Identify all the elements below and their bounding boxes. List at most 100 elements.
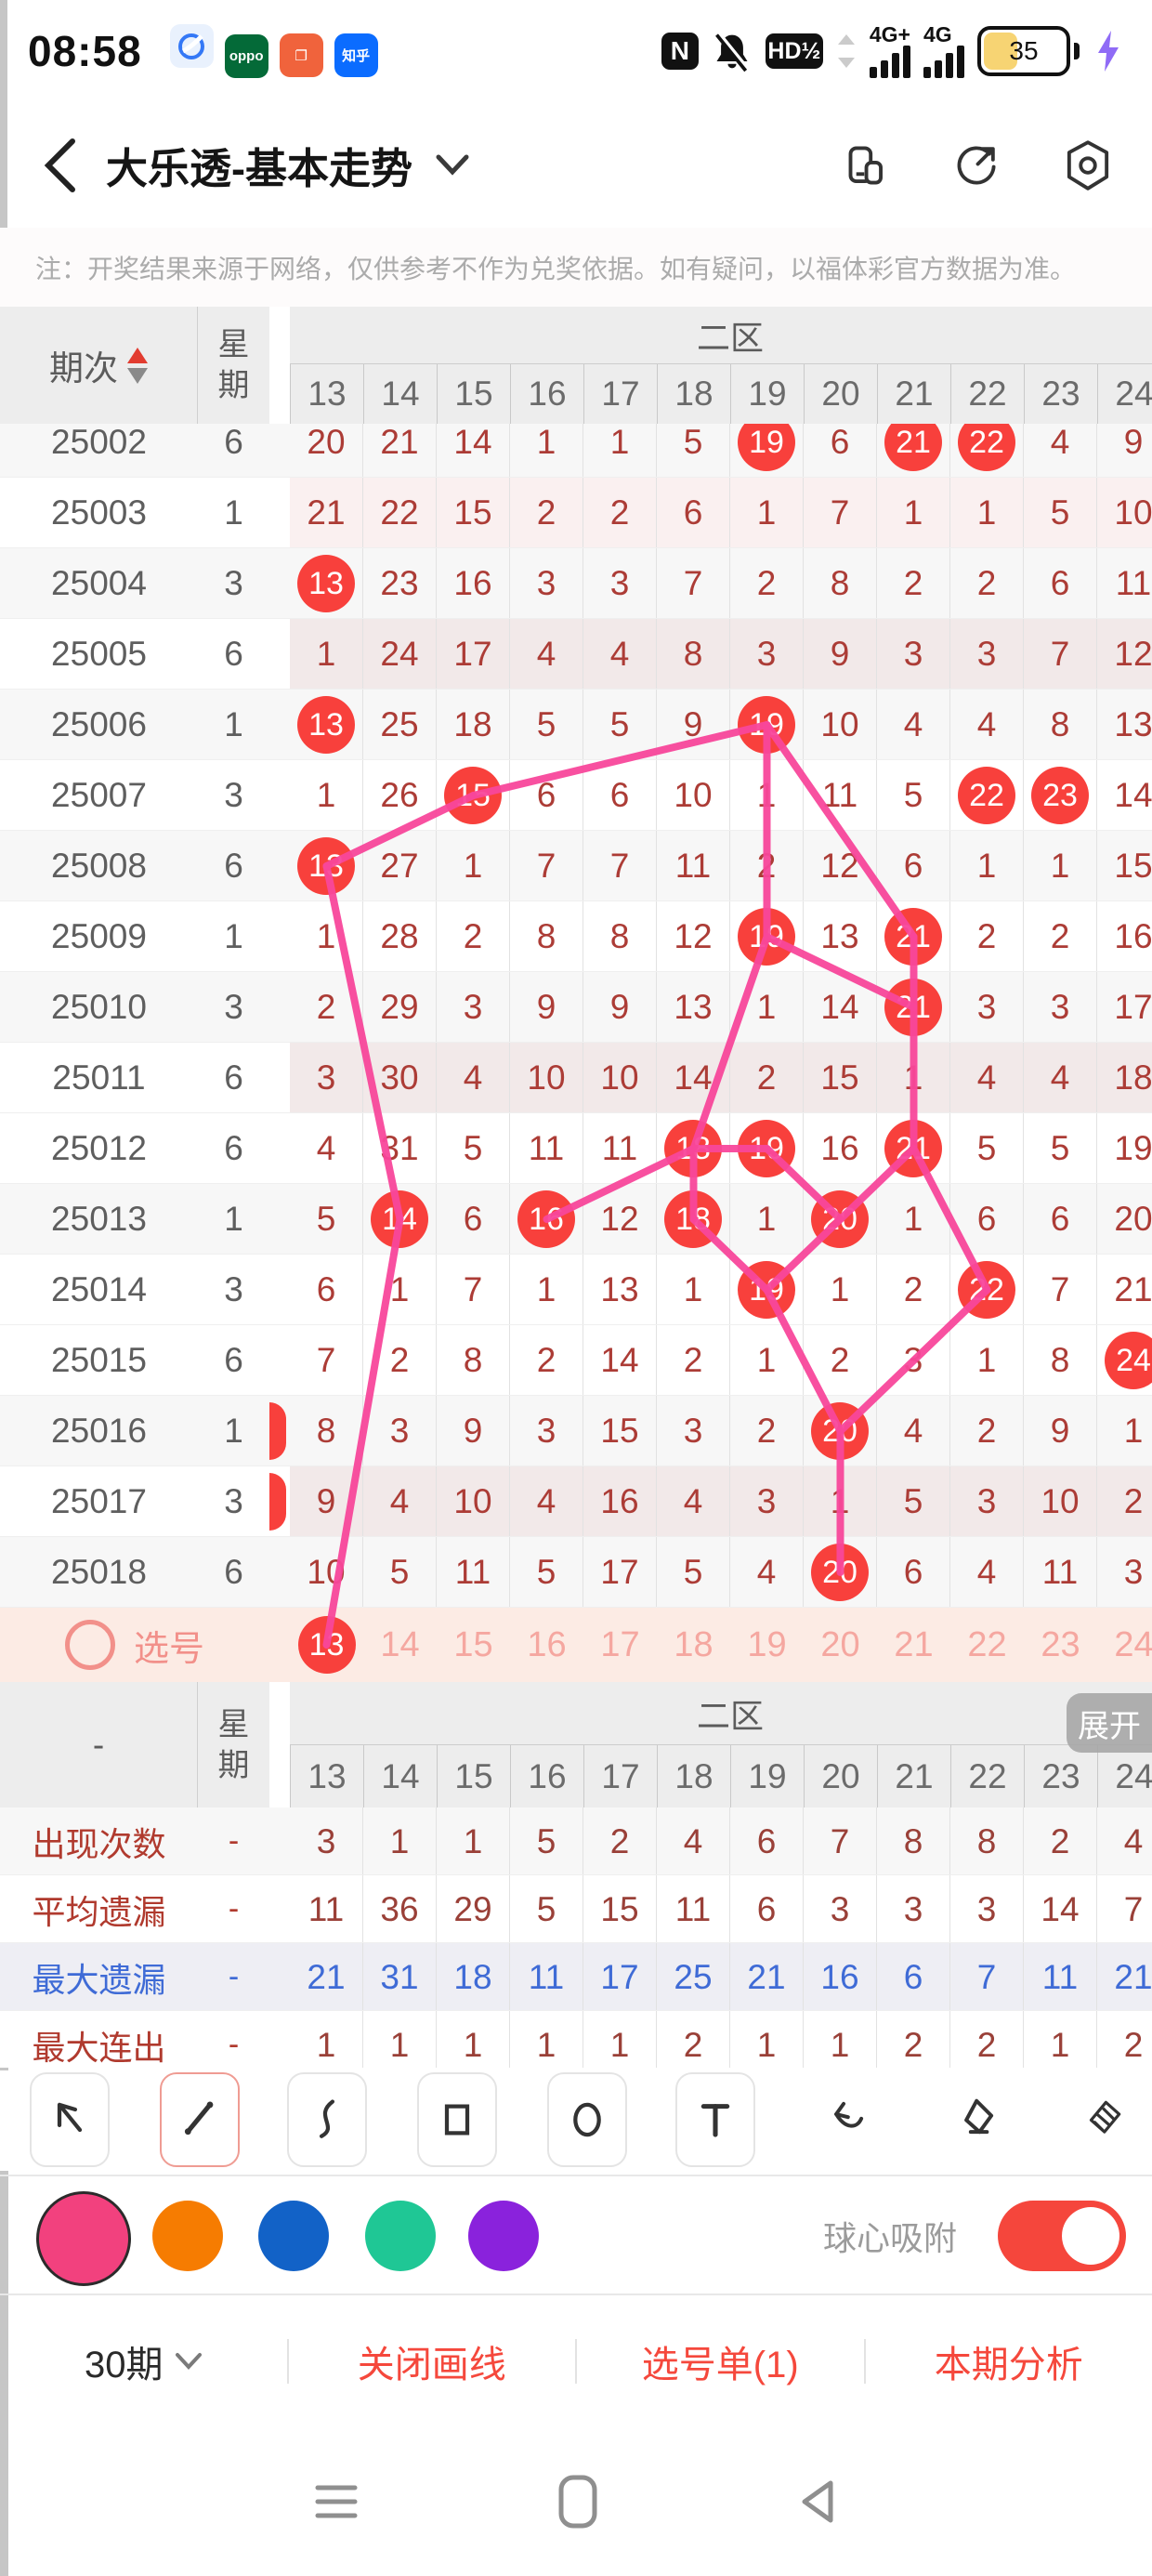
number-cell[interactable]: 22 xyxy=(950,760,1024,830)
number-cell[interactable]: 16 xyxy=(510,1184,583,1254)
number-cell[interactable]: 1 xyxy=(657,1255,730,1324)
number-cell[interactable]: 13 xyxy=(290,548,363,618)
number-cell[interactable]: 1 xyxy=(950,1325,1024,1395)
drawn-ball[interactable]: 21 xyxy=(884,1120,942,1177)
number-cell[interactable]: 24 xyxy=(363,619,437,689)
number-cell[interactable]: 13 xyxy=(657,972,730,1042)
number-cell[interactable]: 19 xyxy=(730,901,804,971)
number-cell[interactable]: 21 xyxy=(363,424,437,477)
number-cell[interactable]: 21 xyxy=(1097,1255,1152,1324)
number-cell[interactable]: 1 xyxy=(950,478,1024,547)
number-cell[interactable]: 19 xyxy=(730,1113,804,1183)
drawn-ball[interactable]: 22 xyxy=(958,424,1015,471)
number-cell[interactable]: 25 xyxy=(363,690,437,759)
number-cell[interactable]: 8 xyxy=(657,619,730,689)
number-cell[interactable]: 4 xyxy=(877,1396,950,1465)
number-cell[interactable]: 5 xyxy=(290,1184,363,1254)
number-cell[interactable]: 7 xyxy=(510,831,583,900)
number-cell[interactable]: 5 xyxy=(877,1466,950,1536)
number-cell[interactable]: 8 xyxy=(510,901,583,971)
periods-selector[interactable]: 30期 xyxy=(0,2334,287,2388)
selection-number[interactable]: 21 xyxy=(894,1624,934,1664)
number-cell[interactable]: 10 xyxy=(583,1043,657,1112)
number-cell[interactable]: 21 xyxy=(877,424,950,477)
number-cell[interactable]: 15 xyxy=(804,1043,877,1112)
number-cell[interactable]: 4 xyxy=(1024,1043,1097,1112)
number-cell[interactable]: 18 xyxy=(1097,1043,1152,1112)
number-cell[interactable]: 9 xyxy=(510,972,583,1042)
number-cell[interactable]: 7 xyxy=(437,1255,510,1324)
number-cell[interactable]: 5 xyxy=(510,690,583,759)
number-cell[interactable]: 8 xyxy=(583,901,657,971)
number-cell[interactable]: 12 xyxy=(804,831,877,900)
drawn-ball[interactable]: 14 xyxy=(371,1190,428,1248)
number-cell[interactable]: 14 xyxy=(804,972,877,1042)
title-dropdown-icon[interactable] xyxy=(435,153,470,177)
number-cell[interactable]: 31 xyxy=(363,1113,437,1183)
number-cell[interactable]: 10 xyxy=(657,760,730,830)
number-cell[interactable]: 20 xyxy=(804,1184,877,1254)
number-cell[interactable]: 7 xyxy=(290,1325,363,1395)
number-cell[interactable]: 28 xyxy=(363,901,437,971)
number-cell[interactable]: 11 xyxy=(804,760,877,830)
selection-number[interactable]: 23 xyxy=(1041,1624,1080,1664)
number-cell[interactable]: 23 xyxy=(1024,760,1097,830)
number-cell[interactable]: 3 xyxy=(950,1466,1024,1536)
number-cell[interactable]: 1 xyxy=(290,619,363,689)
number-cell[interactable]: 5 xyxy=(657,424,730,477)
rect-tool[interactable] xyxy=(417,2072,497,2167)
number-cell[interactable]: 7 xyxy=(657,548,730,618)
number-cell[interactable]: 1 xyxy=(1097,1396,1152,1465)
number-cell[interactable]: 6 xyxy=(1024,1184,1097,1254)
number-cell[interactable]: 1 xyxy=(877,1043,950,1112)
number-cell[interactable]: 11 xyxy=(437,1537,510,1607)
drawn-ball[interactable]: 22 xyxy=(958,1261,1015,1319)
number-cell[interactable]: 16 xyxy=(1097,901,1152,971)
drawn-ball[interactable]: 19 xyxy=(738,1261,795,1319)
number-cell[interactable]: 2 xyxy=(510,478,583,547)
drawn-ball[interactable]: 21 xyxy=(884,424,942,471)
number-cell[interactable]: 21 xyxy=(877,901,950,971)
undo-button[interactable] xyxy=(818,2072,876,2163)
number-cell[interactable]: 1 xyxy=(950,831,1024,900)
number-cell[interactable]: 3 xyxy=(510,1396,583,1465)
selection-number[interactable]: 24 xyxy=(1114,1624,1152,1664)
clear-tool[interactable] xyxy=(1075,2072,1132,2163)
number-cell[interactable]: 2 xyxy=(1024,901,1097,971)
number-cell[interactable]: 3 xyxy=(1097,1537,1152,1607)
number-cell[interactable]: 1 xyxy=(877,478,950,547)
text-tool[interactable] xyxy=(675,2072,755,2167)
number-cell[interactable]: 5 xyxy=(583,690,657,759)
number-cell[interactable]: 3 xyxy=(730,619,804,689)
drawn-ball[interactable]: 19 xyxy=(738,908,795,966)
number-cell[interactable]: 1 xyxy=(437,831,510,900)
number-cell[interactable]: 11 xyxy=(583,1113,657,1183)
selection-number[interactable]: 13 xyxy=(290,1608,363,1682)
number-cell[interactable]: 2 xyxy=(583,478,657,547)
number-cell[interactable]: 8 xyxy=(437,1325,510,1395)
number-cell[interactable]: 4 xyxy=(1024,424,1097,477)
number-cell[interactable]: 6 xyxy=(1024,548,1097,618)
eraser-tool[interactable] xyxy=(949,2072,1006,2163)
selection-number[interactable]: 16 xyxy=(527,1624,567,1664)
number-cell[interactable]: 5 xyxy=(1024,478,1097,547)
number-cell[interactable]: 18 xyxy=(657,1184,730,1254)
selection-number[interactable]: 19 xyxy=(747,1624,787,1664)
number-cell[interactable]: 8 xyxy=(804,548,877,618)
number-cell[interactable]: 19 xyxy=(1097,1113,1152,1183)
number-cell[interactable]: 3 xyxy=(950,619,1024,689)
number-cell[interactable]: 6 xyxy=(583,760,657,830)
number-cell[interactable]: 3 xyxy=(363,1396,437,1465)
number-cell[interactable]: 20 xyxy=(804,1537,877,1607)
number-cell[interactable]: 19 xyxy=(730,1255,804,1324)
number-cell[interactable]: 2 xyxy=(290,972,363,1042)
number-cell[interactable]: 6 xyxy=(510,760,583,830)
number-cell[interactable]: 9 xyxy=(290,1466,363,1536)
number-cell[interactable]: 23 xyxy=(363,548,437,618)
selection-number[interactable]: 20 xyxy=(820,1624,860,1664)
number-cell[interactable]: 22 xyxy=(950,424,1024,477)
line-tool[interactable] xyxy=(160,2072,240,2167)
number-cell[interactable]: 4 xyxy=(950,690,1024,759)
number-cell[interactable]: 3 xyxy=(950,972,1024,1042)
number-cell[interactable]: 16 xyxy=(583,1466,657,1536)
